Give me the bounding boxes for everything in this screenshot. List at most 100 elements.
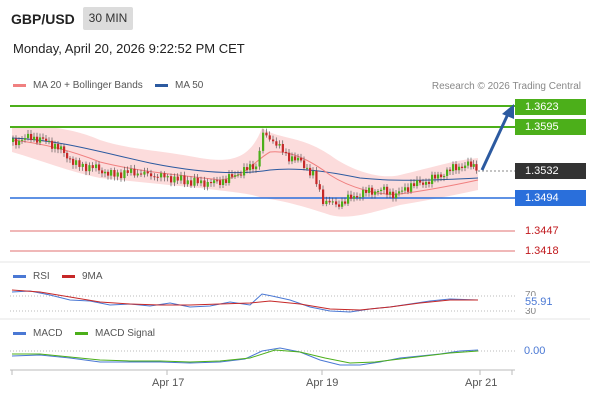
bull-candle xyxy=(48,141,50,142)
bear-candle xyxy=(150,173,152,176)
bear-candle xyxy=(140,174,142,175)
bull-candle xyxy=(243,167,245,175)
bull-candle xyxy=(416,180,418,186)
bear-candle xyxy=(335,201,337,204)
bear-candle xyxy=(42,137,44,138)
bear-candle xyxy=(219,180,221,185)
bull-candle xyxy=(207,182,209,187)
macd-label: MACD xyxy=(33,328,62,339)
bull-candle xyxy=(262,133,264,151)
bear-candle xyxy=(120,172,122,178)
macd-signal-line xyxy=(12,350,478,363)
bull-candle xyxy=(306,168,308,169)
bear-candle xyxy=(434,175,436,179)
pivot-2-label: 1.3418 xyxy=(525,245,559,257)
bull-candle xyxy=(173,177,175,183)
bull-candle xyxy=(228,174,230,183)
bear-candle xyxy=(72,159,74,165)
legend-macd-signal: MACD Signal xyxy=(75,328,155,339)
bear-candle xyxy=(461,167,463,168)
bear-candle xyxy=(356,196,358,197)
bull-candle xyxy=(259,151,261,167)
bull-candle xyxy=(377,191,379,192)
bear-candle xyxy=(303,160,305,168)
bull-candle xyxy=(359,197,361,198)
bull-candle xyxy=(21,140,23,141)
bear-candle xyxy=(177,177,179,181)
bull-candle xyxy=(200,180,202,183)
bull-candle xyxy=(431,175,433,184)
legend-macd: MACD xyxy=(13,328,62,339)
current-price-tag: 1.3532 xyxy=(515,163,586,179)
bull-candle xyxy=(325,201,327,204)
date-label: Apr 17 xyxy=(152,377,184,389)
bear-candle xyxy=(127,170,129,173)
macd-signal-label: MACD Signal xyxy=(95,328,155,339)
macd-signal-swatch xyxy=(75,332,88,335)
bear-candle xyxy=(392,192,394,198)
bear-candle xyxy=(269,135,271,139)
bull-candle xyxy=(222,180,224,185)
bull-candle xyxy=(27,134,29,138)
bull-candle xyxy=(398,191,400,193)
bear-candle xyxy=(69,158,71,159)
bear-candle xyxy=(197,178,199,183)
bear-candle xyxy=(157,177,159,178)
rsi-label: RSI xyxy=(33,271,50,282)
rsi-ma-line xyxy=(12,290,478,310)
bull-candle xyxy=(473,164,475,167)
bull-candle xyxy=(110,170,112,176)
rsi-line xyxy=(12,291,478,312)
bull-candle xyxy=(193,178,195,186)
bear-candle xyxy=(153,176,155,177)
bear-candle xyxy=(15,139,17,146)
bull-candle xyxy=(213,180,215,183)
bull-candle xyxy=(410,183,412,192)
legend-rsi-ma: 9MA xyxy=(62,271,103,282)
support-tag: 1.3494 xyxy=(515,190,586,206)
bear-candle xyxy=(413,183,415,186)
bear-candle xyxy=(338,204,340,206)
bear-candle xyxy=(36,137,38,143)
bull-candle xyxy=(88,165,90,171)
bear-candle xyxy=(101,170,103,173)
rsi-ma-swatch xyxy=(62,275,75,278)
bear-candle xyxy=(275,141,277,145)
bear-candle xyxy=(170,176,172,182)
bull-candle xyxy=(374,191,376,194)
bull-candle xyxy=(95,164,97,168)
bear-candle xyxy=(407,187,409,192)
bear-candle xyxy=(252,164,254,169)
bear-candle xyxy=(133,169,135,176)
bull-candle xyxy=(82,164,84,167)
bear-candle xyxy=(315,171,317,184)
pivot-1-label: 1.3447 xyxy=(525,225,559,237)
bull-candle xyxy=(404,187,406,190)
bear-candle xyxy=(288,153,290,162)
bull-candle xyxy=(437,175,439,179)
bear-candle xyxy=(294,156,296,160)
bear-candle xyxy=(66,153,68,158)
bear-candle xyxy=(45,139,47,141)
bear-candle xyxy=(329,201,331,203)
bull-candle xyxy=(443,176,445,177)
bull-candle xyxy=(160,173,162,177)
bull-candle xyxy=(332,201,334,202)
rsi-value: 55.91 xyxy=(525,296,553,308)
bear-candle xyxy=(51,141,53,149)
bear-candle xyxy=(107,172,109,176)
bear-candle xyxy=(350,195,352,199)
date-label: Apr 19 xyxy=(306,377,338,389)
bear-candle xyxy=(322,189,324,204)
bull-candle xyxy=(347,195,349,204)
target-2-tag: 1.3595 xyxy=(515,119,586,135)
bull-candle xyxy=(312,171,314,176)
bull-candle xyxy=(143,172,145,175)
bull-candle xyxy=(291,156,293,161)
bear-candle xyxy=(455,164,457,170)
bear-candle xyxy=(57,144,59,149)
bear-candle xyxy=(285,152,287,153)
bull-candle xyxy=(130,169,132,173)
bear-candle xyxy=(190,180,192,185)
bull-candle xyxy=(389,192,391,195)
